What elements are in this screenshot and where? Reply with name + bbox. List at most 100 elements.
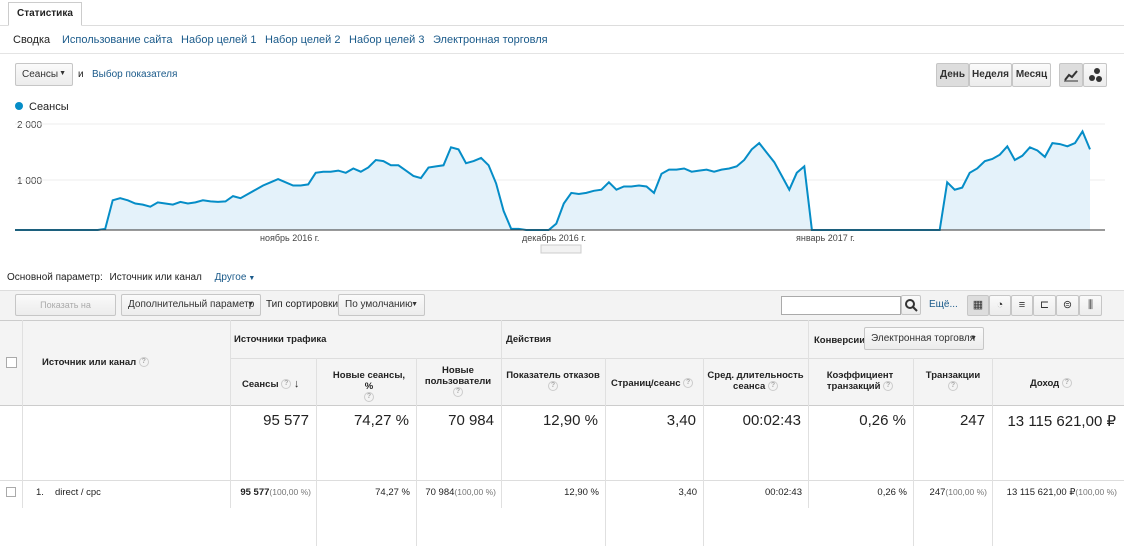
row-new-users-pct: (100,00 %) <box>454 487 496 497</box>
pie-view-icon[interactable]: ◔ <box>989 295 1011 316</box>
help-icon: ? <box>948 381 958 392</box>
total-pages: 3,40 <box>666 412 696 429</box>
select-all-checkbox[interactable] <box>6 357 17 368</box>
col-header-sessions-label: Сеансы <box>242 379 279 390</box>
sort-type-dropdown[interactable]: По умолчанию ▼ <box>338 294 425 316</box>
subnav-goal-set-2[interactable]: Набор целей 2 <box>265 34 341 46</box>
more-link[interactable]: Ещё... <box>929 299 958 310</box>
x-tick-nov: ноябрь 2016 г. <box>260 233 319 243</box>
top-tab-bar: Статистика <box>0 0 1124 26</box>
col-header-source-label: Источник или канал <box>42 357 137 368</box>
col-header-pages-per-session[interactable]: Страниц/сеанс ? <box>611 378 694 389</box>
help-icon: ? <box>883 381 894 392</box>
col-header-avg-duration[interactable]: Сред. длительность сеанса ? <box>707 370 804 392</box>
choose-metric-link[interactable]: Выбор показателя <box>92 69 178 80</box>
chevron-down-icon: ▼ <box>247 301 254 308</box>
group-actions: Действия <box>506 334 552 345</box>
and-label: и <box>78 69 84 80</box>
secondary-dimension-label: Дополнительный параметр <box>128 299 255 310</box>
subnav-site-usage[interactable]: Использование сайта <box>62 34 173 46</box>
col-header-new-sessions[interactable]: Новые сеансы, %? <box>328 370 410 403</box>
row-revenue-pct: (100,00 %) <box>1075 487 1117 497</box>
row-sessions-value: 95 577 <box>240 487 270 498</box>
tab-statistics[interactable]: Статистика <box>8 2 82 26</box>
conversion-type-label: Электронная торговля <box>871 333 976 344</box>
sort-type-value: По умолчанию <box>345 299 413 310</box>
row-revenue: 13 115 621,00 ₽(100,00 %) <box>993 487 1117 498</box>
period-month-button[interactable]: Месяц <box>1012 63 1051 87</box>
subnav-ecommerce[interactable]: Электронная торговля <box>433 34 548 46</box>
row-new-users: 70 984(100,00 %) <box>417 487 496 498</box>
totals-divider-top <box>0 405 1124 406</box>
subnav-summary[interactable]: Сводка <box>13 34 51 46</box>
y-tick-1000: 1 000 <box>17 176 42 187</box>
row-source-link[interactable]: direct / cpc <box>55 487 101 498</box>
chevron-down-icon: ▼ <box>59 70 66 77</box>
subnav-goal-set-1[interactable]: Набор целей 1 <box>181 34 257 46</box>
motion-chart-mode-button[interactable] <box>1083 63 1107 87</box>
col-header-revenue[interactable]: Доход ? <box>1030 378 1072 389</box>
metric-dropdown[interactable]: Сеансы ▼ <box>15 63 73 86</box>
x-tick-dec: декабрь 2016 г. <box>522 233 586 243</box>
col-header-new-sessions-label: Новые сеансы, % <box>332 370 406 392</box>
total-transactions: 247 <box>959 412 985 429</box>
help-icon: ? <box>548 381 558 392</box>
bubble-chart-icon <box>1089 68 1102 82</box>
row-transactions-pct: (100,00 %) <box>945 487 987 497</box>
y-tick-2000: 2 000 <box>17 120 42 131</box>
row-checkbox[interactable] <box>6 487 16 497</box>
col-header-new-users[interactable]: Новые пользователи? <box>420 365 496 398</box>
col-header-new-users-label: Новые пользователи <box>424 365 492 387</box>
other-dimension-link[interactable]: Другое <box>214 272 247 283</box>
help-icon: ? <box>281 379 292 390</box>
performance-view-icon[interactable]: ≡ <box>1011 295 1033 316</box>
help-icon: ? <box>1061 378 1072 389</box>
comparison-view-icon[interactable]: ⊏ <box>1033 295 1056 316</box>
search-button[interactable] <box>901 295 921 315</box>
row-new-sessions: 74,27 % <box>375 487 410 498</box>
totals-divider-bottom <box>0 480 1124 481</box>
x-tick-jan: январь 2017 г. <box>796 233 855 243</box>
line-chart-icon <box>1064 70 1078 82</box>
secondary-dimension-dropdown[interactable]: Дополнительный параметр ▼ <box>121 294 261 316</box>
primary-dimension-bar: Основной параметр: Источник или канал Др… <box>7 272 255 283</box>
col-header-bounce-rate[interactable]: Показатель отказов? <box>505 370 601 392</box>
group-traffic-sources: Источники трафика <box>234 334 327 345</box>
row-conversion-rate: 0,26 % <box>877 487 907 498</box>
col-header-sessions[interactable]: Сеансы ? ↓ <box>242 378 299 390</box>
col-header-avg-duration-label: Сред. длительность сеанса <box>707 370 804 392</box>
primary-dimension-value: Источник или канал <box>109 272 202 283</box>
period-week-button[interactable]: Неделя <box>969 63 1012 87</box>
sessions-area <box>15 131 1090 230</box>
conversion-type-dropdown[interactable]: Электронная торговля ▼ <box>864 327 984 350</box>
col-header-conversion-rate[interactable]: Коэффициент транзакций ? <box>812 370 908 392</box>
report-subnav: Сводка Использование сайта Набор целей 1… <box>0 26 1124 54</box>
pivot-view-icon[interactable]: ⫼ <box>1079 295 1102 316</box>
col-header-transactions-label: Транзакции <box>925 370 981 381</box>
term-cloud-view-icon[interactable]: ⊜ <box>1056 295 1079 316</box>
help-icon: ? <box>767 381 778 392</box>
subnav-goal-set-3[interactable]: Набор целей 3 <box>349 34 425 46</box>
total-duration: 00:02:43 <box>742 412 801 429</box>
view-switcher: ▦ ◔ ≡ ⊏ ⊜ ⫼ <box>967 295 1102 316</box>
row-transactions-value: 247 <box>929 487 946 498</box>
search-icon <box>905 299 918 312</box>
line-chart-mode-button[interactable] <box>1059 63 1083 87</box>
total-new-users: 70 984 <box>448 412 494 429</box>
col-header-source[interactable]: Источник или канал ? <box>42 357 149 368</box>
row-duration: 00:02:43 <box>765 487 802 498</box>
period-day-button[interactable]: День <box>936 63 969 87</box>
col-header-conversion-rate-label: Коэффициент транзакций <box>826 370 894 392</box>
help-icon: ? <box>364 392 374 403</box>
col-header-revenue-label: Доход <box>1030 378 1060 389</box>
plot-rows-button[interactable]: Показать на диаграмме <box>15 294 116 330</box>
table-search-input[interactable] <box>781 296 901 315</box>
chevron-down-icon: ▼ <box>246 275 256 282</box>
group-conversions: Конверсии <box>814 335 866 346</box>
col-header-transactions[interactable]: Транзакции? <box>918 370 988 392</box>
chart-resize-handle[interactable] <box>540 244 582 254</box>
table-view-icon[interactable]: ▦ <box>967 295 989 316</box>
col-header-pages-label: Страниц/сеанс <box>611 378 681 389</box>
chevron-down-icon: ▼ <box>411 301 418 308</box>
row-sessions: 95 577(100,00 %) <box>231 487 311 498</box>
